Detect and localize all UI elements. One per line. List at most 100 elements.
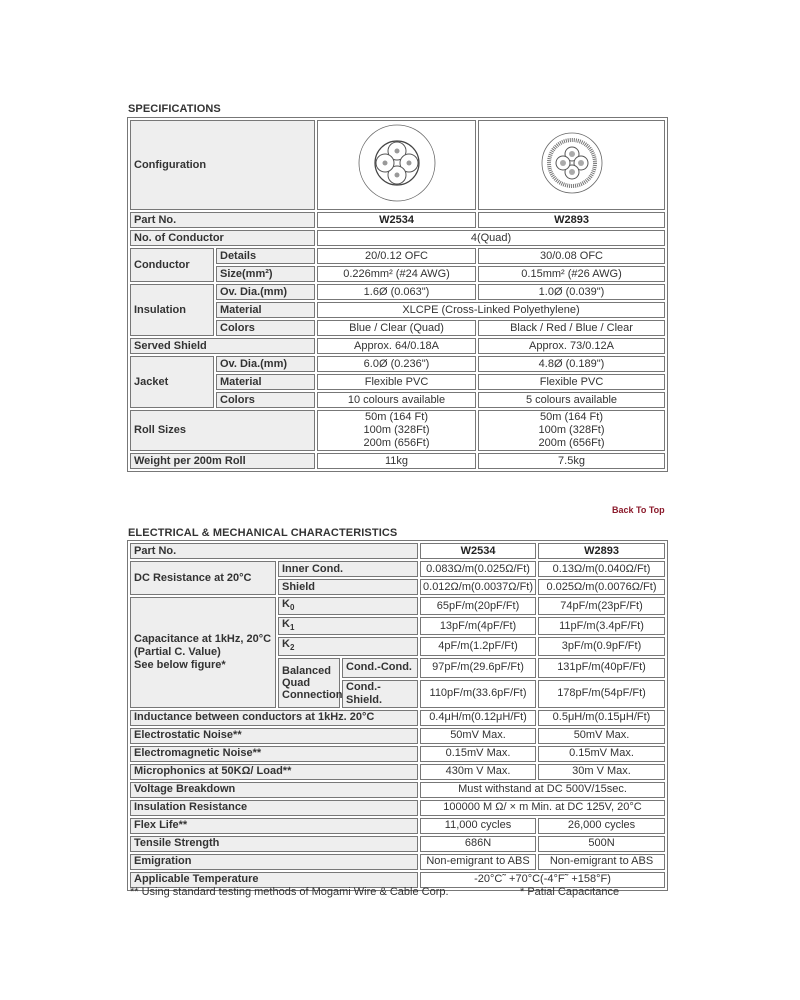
part-no-label: Part No.: [130, 212, 316, 228]
value-cell: 1.6Ø (0.063"): [317, 284, 477, 300]
value-cell: 1.0Ø (0.039"): [478, 284, 665, 300]
value-cell: Non-emigrant to ABS: [538, 853, 665, 870]
insulation-label: Insulation: [130, 284, 214, 336]
roll-size: 100m (328Ft): [538, 424, 605, 436]
cond-shield-label: Cond.-Shield.: [342, 679, 419, 708]
value-cell: 0.012Ω/m(0.0037Ω/Ft): [420, 579, 537, 595]
testing-footnote: ** Using standard testing methods of Mog…: [130, 886, 449, 898]
w2893-cross-section: [478, 120, 665, 210]
details-label: Details: [216, 248, 316, 264]
weight-label: Weight per 200m Roll: [130, 453, 316, 469]
value-cell: 131pF/m(40pF/Ft): [538, 657, 665, 678]
table-row: Insulation Resistance 100000 M Ω/ × m Min…: [130, 799, 665, 816]
row-label: Inductance between conductors at 1kHz. 2…: [130, 709, 419, 726]
part-w2534: W2534: [420, 543, 537, 559]
value-cell: 11pF/m(3.4pF/Ft): [538, 617, 665, 636]
value-cell: 30/0.08 OFC: [478, 248, 665, 264]
k0-label: K0: [278, 597, 419, 616]
balanced-quad-label: Balanced Quad Connection: [278, 657, 343, 708]
ov-dia-label: Ov. Dia.(mm): [216, 356, 316, 372]
conductor-label: Conductor: [130, 248, 214, 282]
value-cell: 13pF/m(4pF/Ft): [420, 617, 537, 636]
value-cell: 4.8Ø (0.189"): [478, 356, 665, 372]
part-no-label: Part No.: [130, 543, 419, 559]
conductor-count-label: No. of Conductor: [130, 230, 316, 246]
value-cell: 7.5kg: [478, 453, 665, 469]
specifications-title: SPECIFICATIONS: [128, 103, 221, 115]
specifications-table: Configuration Part No. W2534 W2893 No. of …: [127, 117, 668, 472]
value-cell: 10 colours available: [317, 392, 477, 408]
value-cell: 74pF/m(23pF/Ft): [538, 597, 665, 616]
colors-label: Colors: [216, 320, 316, 336]
table-row: Microphonics at 50KΩ/ Load** 430m V Max. 3…: [130, 763, 665, 780]
roll-size: 50m (164 Ft): [365, 411, 428, 423]
part-w2893: W2893: [478, 212, 665, 228]
value-cell: 0.226mm² (#24 AWG): [317, 266, 477, 282]
capacitance-line: See below figure*: [134, 658, 226, 671]
back-to-top-link[interactable]: Back To Top: [612, 505, 665, 515]
value-cell: 97pF/m(29.6pF/Ft): [420, 657, 537, 678]
value-cell: 0.4μH/m(0.12μH/Ft): [420, 709, 537, 726]
row-label: Microphonics at 50KΩ/ Load**: [130, 763, 419, 780]
row-label: Insulation Resistance: [130, 799, 419, 816]
roll-sizes-label: Roll Sizes: [130, 410, 316, 451]
value-cell: Flexible PVC: [317, 374, 477, 390]
value-cell: Flexible PVC: [478, 374, 665, 390]
value-cell: Non-emigrant to ABS: [420, 853, 537, 870]
cond-cond-label: Cond.-Cond.: [342, 657, 419, 678]
value-cell: 65pF/m(20pF/Ft): [420, 597, 537, 616]
k-letter: K: [282, 638, 290, 651]
ov-dia-label: Ov. Dia.(mm): [216, 284, 316, 300]
row-label: Electrostatic Noise**: [130, 727, 419, 744]
value-cell: 0.15mV Max.: [420, 745, 537, 762]
value-cell: 50mV Max.: [538, 727, 665, 744]
k2-label: K2: [278, 637, 419, 656]
value-cell: 50mV Max.: [420, 727, 537, 744]
value-cell: 100000 M Ω/ × m Min. at DC 125V, 20°C: [420, 799, 665, 816]
table-row: Electrostatic Noise** 50mV Max. 50mV Max.: [130, 727, 665, 744]
value-cell: 3pF/m(0.9pF/Ft): [538, 637, 665, 656]
roll-sizes-w2893: 50m (164 Ft) 100m (328Ft) 200m (656Ft): [478, 410, 665, 451]
row-label: Flex Life**: [130, 817, 419, 834]
row-label: Applicable Temperature: [130, 871, 419, 888]
value-cell: 686N: [420, 835, 537, 852]
partial-capacitance-footnote: * Patial Capacitance: [520, 886, 620, 898]
k1-label: K1: [278, 617, 419, 636]
value-cell: Blue / Clear (Quad): [317, 320, 477, 336]
part-w2534: W2534: [317, 212, 477, 228]
dc-resistance-label: DC Resistance at 20°C: [130, 561, 276, 595]
value-cell: 0.15mV Max.: [538, 745, 665, 762]
electrical-table: Part No. W2534 W2893 DC Resistance at 20°C…: [127, 540, 668, 891]
configuration-label: Configuration: [130, 120, 316, 210]
inner-cond-label: Inner Cond.: [278, 561, 419, 577]
row-label: Electromagnetic Noise**: [130, 745, 419, 762]
value-cell: 11kg: [317, 453, 477, 469]
value-cell: 178pF/m(54pF/Ft): [538, 679, 665, 708]
part-w2893: W2893: [538, 543, 665, 559]
k-letter: K: [282, 598, 290, 610]
k-subscript: 1: [289, 623, 295, 633]
colors-label: Colors: [216, 392, 316, 408]
table-row: Emigration Non-emigrant to ABS Non-emigran…: [130, 853, 665, 870]
value-cell: 430m V Max.: [420, 763, 537, 780]
table-row: Flex Life** 11,000 cycles 26,000 cycles: [130, 817, 665, 834]
value-cell: 11,000 cycles: [420, 817, 537, 834]
k-subscript: 0: [289, 603, 295, 613]
value-cell: 110pF/m(33.6pF/Ft): [420, 679, 537, 708]
value-cell: 0.083Ω/m(0.025Ω/Ft): [420, 561, 537, 577]
conductor-count: 4(Quad): [317, 230, 665, 246]
capacitance-line: Capacitance at 1kHz, 20°C: [134, 632, 272, 645]
value-cell: 500N: [538, 835, 665, 852]
electrical-title: ELECTRICAL & MECHANICAL CHARACTERISTICS: [128, 527, 398, 539]
table-row: Electromagnetic Noise** 0.15mV Max. 0.15mV…: [130, 745, 665, 762]
value-cell: 5 colours available: [478, 392, 665, 408]
value-cell: 0.13Ω/m(0.040Ω/Ft): [538, 561, 665, 577]
capacitance-label: Capacitance at 1kHz, 20°C (Partial C. Val…: [130, 597, 276, 708]
value-cell: 0.5μH/m(0.15μH/Ft): [538, 709, 665, 726]
size-label: Size(mm²): [216, 266, 316, 282]
roll-size: 100m (328Ft): [363, 424, 430, 436]
w2534-cross-section: [317, 120, 477, 210]
jacket-label: Jacket: [130, 356, 214, 408]
shield-label: Shield: [278, 579, 419, 595]
k-subscript: 2: [289, 643, 295, 653]
